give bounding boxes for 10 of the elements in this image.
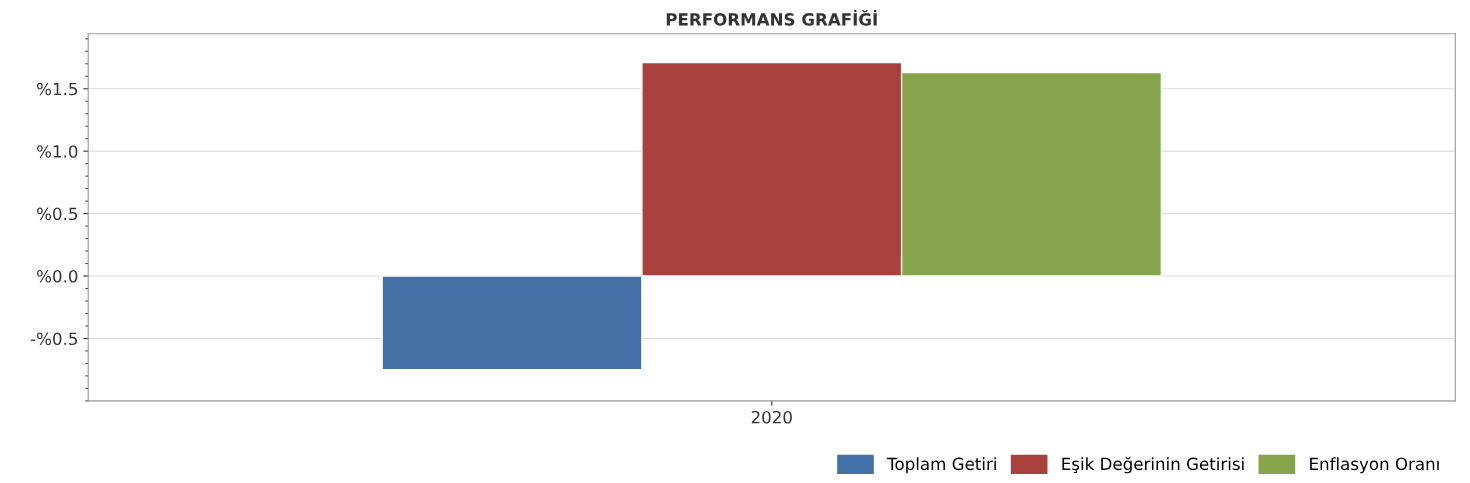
y-tick-label: -%0.5 bbox=[30, 332, 78, 346]
y-tick-label: %0.5 bbox=[37, 207, 78, 221]
legend-label: Enflasyon Oranı bbox=[1310, 457, 1439, 474]
y-tick-label: %1.0 bbox=[37, 145, 78, 158]
x-tick-label: 2020 bbox=[751, 410, 792, 424]
y-tick-label: %1.5 bbox=[37, 82, 78, 96]
legend-label: Eşik Değerinin Getirisi bbox=[1062, 456, 1244, 474]
legend-label: Toplam Getiri bbox=[887, 457, 996, 474]
chart-title: PERFORMANS GRAFİĞİ bbox=[666, 10, 877, 26]
y-tick-label: %0.0 bbox=[37, 270, 78, 283]
